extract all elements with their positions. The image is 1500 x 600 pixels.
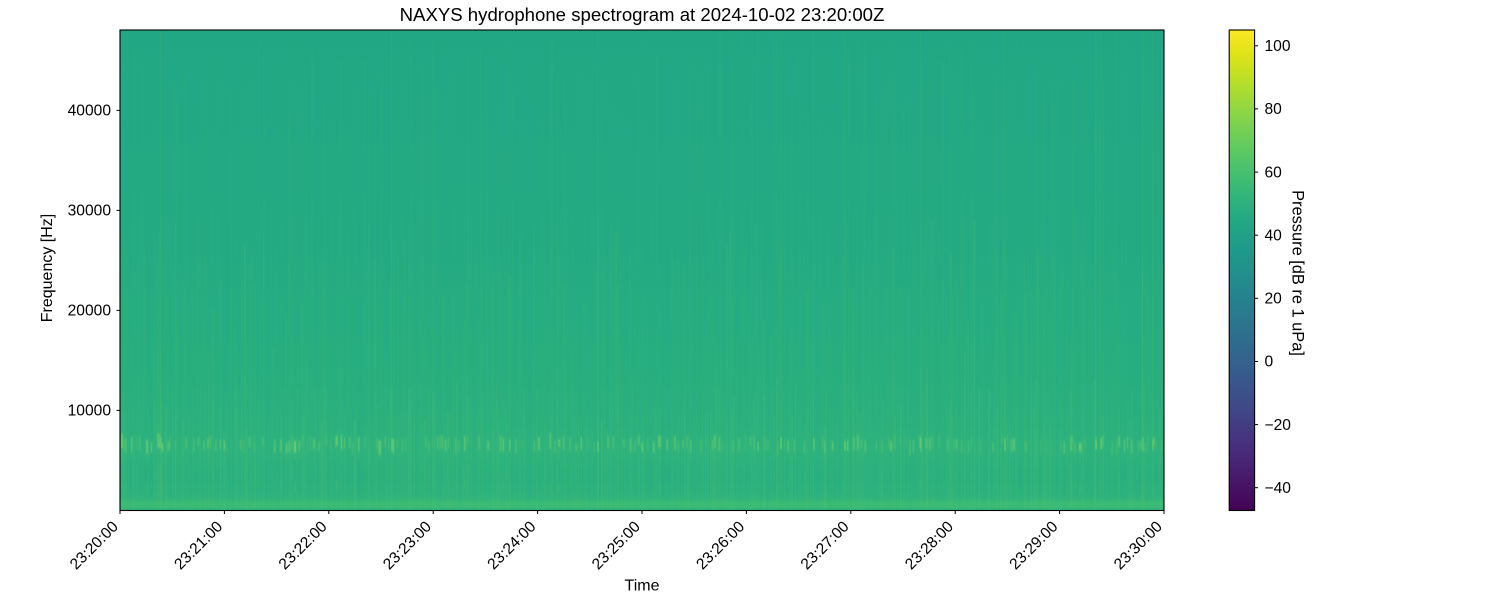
svg-text:20000: 20000: [68, 302, 112, 319]
svg-text:100: 100: [1265, 38, 1291, 55]
svg-text:Pressure [dB re 1 uPa]: Pressure [dB re 1 uPa]: [1289, 190, 1307, 356]
svg-text:−20: −20: [1265, 417, 1292, 434]
svg-text:10000: 10000: [68, 402, 112, 419]
svg-text:60: 60: [1265, 164, 1283, 181]
svg-text:−40: −40: [1265, 480, 1292, 497]
svg-text:30000: 30000: [68, 202, 112, 219]
svg-text:40000: 40000: [68, 102, 112, 119]
svg-text:80: 80: [1265, 101, 1283, 118]
svg-text:Frequency [Hz]: Frequency [Hz]: [39, 214, 56, 322]
svg-text:Time: Time: [625, 578, 660, 595]
svg-text:20: 20: [1265, 291, 1283, 308]
svg-text:NAXYS hydrophone spectrogram a: NAXYS hydrophone spectrogram at 2024-10-…: [400, 4, 885, 25]
svg-text:0: 0: [1265, 354, 1274, 371]
svg-text:40: 40: [1265, 227, 1283, 244]
